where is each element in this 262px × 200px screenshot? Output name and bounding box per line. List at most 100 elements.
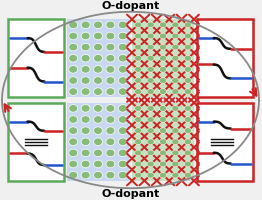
Ellipse shape [147,139,154,145]
Ellipse shape [184,78,192,83]
Ellipse shape [94,116,102,123]
Ellipse shape [81,21,90,29]
Ellipse shape [159,55,167,61]
Ellipse shape [172,139,179,145]
Ellipse shape [159,22,167,28]
Ellipse shape [135,117,142,122]
Ellipse shape [106,77,115,84]
Ellipse shape [81,105,90,112]
FancyBboxPatch shape [197,103,253,181]
Ellipse shape [69,66,78,73]
Ellipse shape [159,161,167,167]
Ellipse shape [184,89,192,95]
Ellipse shape [172,161,179,167]
Ellipse shape [184,117,192,122]
Ellipse shape [147,105,154,111]
Ellipse shape [69,116,78,123]
Ellipse shape [106,116,115,123]
Ellipse shape [172,89,179,95]
Ellipse shape [172,105,179,111]
FancyBboxPatch shape [8,19,64,97]
Ellipse shape [184,22,192,28]
Ellipse shape [184,128,192,134]
Ellipse shape [184,172,192,178]
Ellipse shape [172,44,179,50]
Ellipse shape [118,171,127,179]
Ellipse shape [94,54,102,62]
Ellipse shape [184,150,192,156]
Ellipse shape [118,21,127,29]
Ellipse shape [94,160,102,168]
Ellipse shape [81,77,90,84]
Ellipse shape [135,22,142,28]
Ellipse shape [159,89,167,95]
Ellipse shape [118,88,127,95]
Ellipse shape [106,43,115,51]
FancyBboxPatch shape [132,103,194,181]
Ellipse shape [159,105,167,111]
Ellipse shape [69,149,78,157]
Ellipse shape [106,105,115,112]
FancyBboxPatch shape [67,19,129,97]
Ellipse shape [94,105,102,112]
Ellipse shape [135,161,142,167]
Ellipse shape [81,116,90,123]
Ellipse shape [172,117,179,122]
Ellipse shape [94,149,102,157]
Ellipse shape [135,78,142,83]
Ellipse shape [106,149,115,157]
Ellipse shape [118,138,127,146]
Ellipse shape [94,66,102,73]
Ellipse shape [135,105,142,111]
Ellipse shape [69,77,78,84]
Ellipse shape [172,22,179,28]
Ellipse shape [69,171,78,179]
Ellipse shape [184,105,192,111]
Ellipse shape [81,149,90,157]
Ellipse shape [172,172,179,178]
FancyBboxPatch shape [132,19,194,97]
Ellipse shape [94,77,102,84]
Ellipse shape [118,105,127,112]
Ellipse shape [135,89,142,95]
Ellipse shape [135,172,142,178]
Ellipse shape [172,33,179,39]
Ellipse shape [172,78,179,83]
Ellipse shape [184,66,192,72]
Ellipse shape [81,32,90,40]
Ellipse shape [159,78,167,83]
Ellipse shape [147,33,154,39]
Ellipse shape [69,88,78,95]
Ellipse shape [81,54,90,62]
Ellipse shape [94,32,102,40]
Ellipse shape [118,43,127,51]
Ellipse shape [118,77,127,84]
Ellipse shape [94,88,102,95]
Ellipse shape [147,161,154,167]
Ellipse shape [172,150,179,156]
Ellipse shape [69,54,78,62]
Ellipse shape [184,33,192,39]
Ellipse shape [147,172,154,178]
Ellipse shape [184,161,192,167]
FancyBboxPatch shape [197,19,253,97]
Ellipse shape [81,160,90,168]
Ellipse shape [184,55,192,61]
Ellipse shape [135,66,142,72]
Ellipse shape [147,128,154,134]
Ellipse shape [106,88,115,95]
Ellipse shape [159,44,167,50]
Ellipse shape [135,150,142,156]
Ellipse shape [159,139,167,145]
Ellipse shape [69,21,78,29]
Ellipse shape [81,171,90,179]
Ellipse shape [118,32,127,40]
Ellipse shape [69,105,78,112]
Ellipse shape [81,127,90,134]
Ellipse shape [69,43,78,51]
Ellipse shape [172,128,179,134]
Ellipse shape [147,89,154,95]
Ellipse shape [118,66,127,73]
Ellipse shape [69,32,78,40]
Ellipse shape [135,44,142,50]
